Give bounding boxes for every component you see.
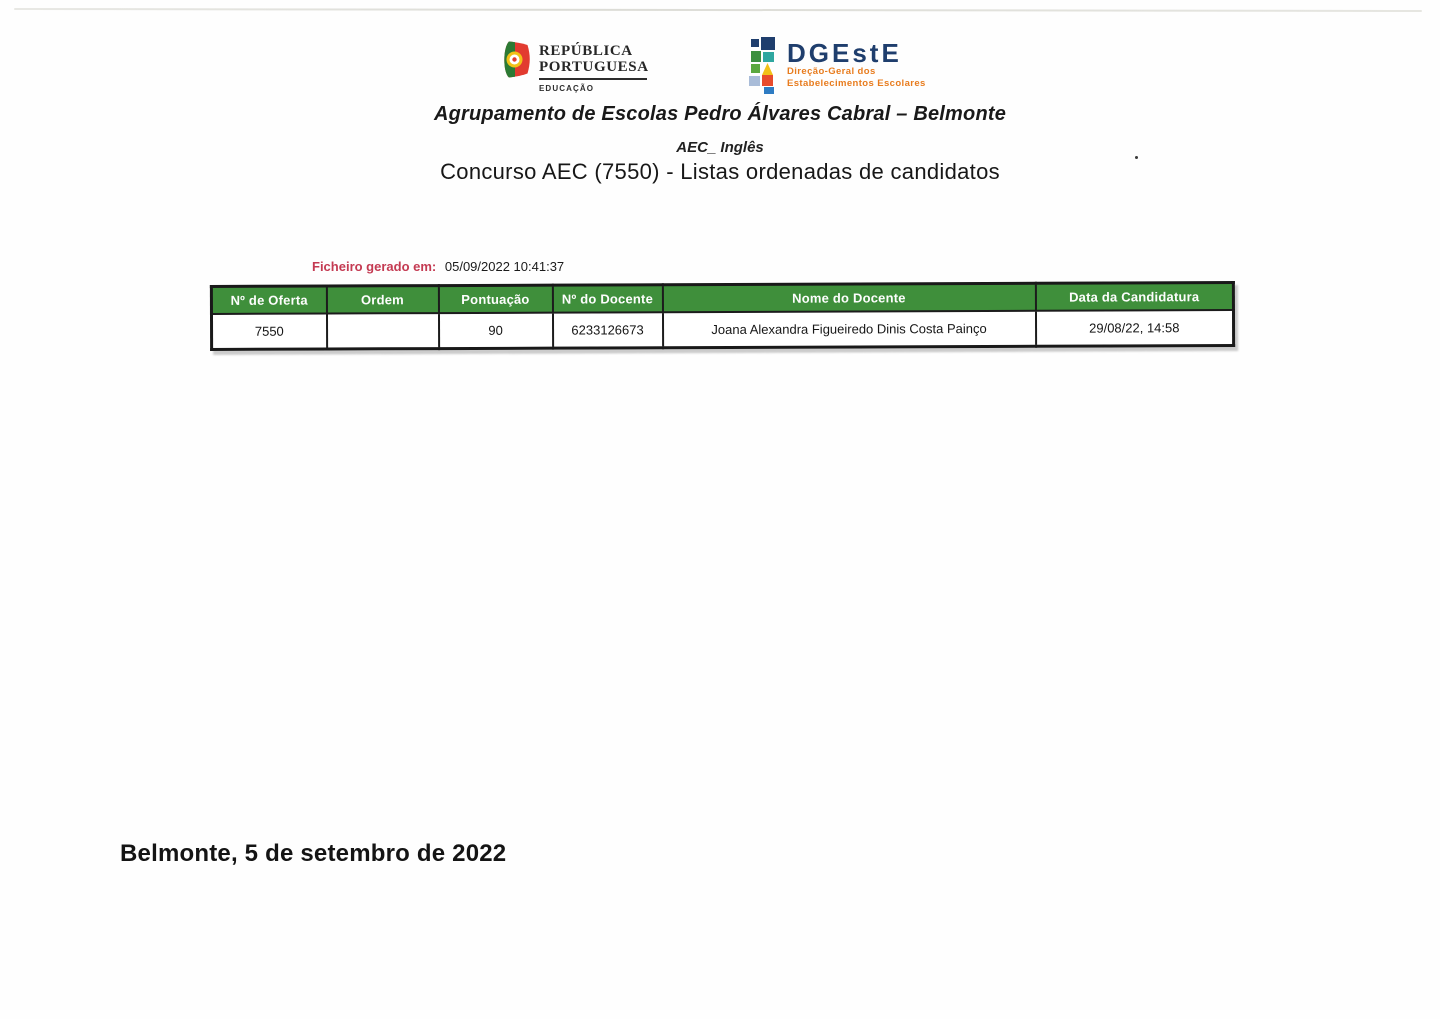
school-name-title: Agrupamento de Escolas Pedro Álvares Cab… (433, 103, 1007, 125)
republica-subtitle: EDUCAÇÃO (539, 84, 595, 93)
cell-ordem (326, 313, 439, 350)
dgeste-subtitle-line2: Estabelecimentos Escolares (787, 78, 926, 89)
subject-title: AEC_ Inglês (676, 139, 764, 156)
col-header-docente-nome: Nome do Docente (662, 283, 1036, 313)
document-title: Concurso AEC (7550) - Listas ordenadas d… (440, 159, 1000, 184)
dgeste-logo-text: DGEstE Direção-Geral dos Estabelecimento… (787, 38, 926, 94)
portugal-flag-emblem-icon (504, 41, 530, 78)
republica-line2: PORTUGUESA (539, 59, 649, 75)
dgeste-mosaic-icon (749, 37, 781, 94)
scan-artifact-dot (1135, 156, 1138, 159)
republica-logo-text: REPÚBLICA PORTUGUESA EDUCAÇÃO (539, 43, 649, 93)
table-row: 7550 90 6233126673 Joana Alexandra Figue… (211, 310, 1234, 350)
place-and-date: Belmonte, 5 de setembro de 2022 (120, 840, 507, 867)
cell-oferta: 7550 (211, 313, 327, 350)
scan-artifact-line (13, 8, 1423, 12)
col-header-pontuacao: Pontuação (438, 285, 553, 314)
col-header-oferta: Nº de Oferta (211, 286, 327, 314)
file-generated-line: Ficheiro gerado em: 05/09/2022 10:41:37 (312, 259, 564, 274)
table-header-row: Nº de Oferta Ordem Pontuação Nº do Docen… (211, 282, 1234, 314)
file-generated-timestamp: 05/09/2022 10:41:37 (444, 259, 565, 274)
cell-docente-num: 6233126673 (552, 312, 663, 349)
cell-docente-nome: Joana Alexandra Figueiredo Dinis Costa P… (662, 310, 1036, 348)
cell-pontuacao: 90 (438, 312, 553, 349)
dgeste-logo: DGEstE Direção-Geral dos Estabelecimento… (749, 37, 926, 94)
cell-data-candidatura: 29/08/22, 14:58 (1035, 310, 1234, 347)
dgeste-wordmark: DGEstE (787, 38, 902, 68)
file-generated-label: Ficheiro gerado em: (312, 259, 437, 274)
republica-portuguesa-logo: REPÚBLICA PORTUGUESA EDUCAÇÃO (500, 41, 649, 93)
candidates-table: Nº de Oferta Ordem Pontuação Nº do Docen… (209, 281, 1236, 351)
col-header-docente-num: Nº do Docente (552, 284, 663, 313)
dgeste-subtitle-line1: Direção-Geral dos (787, 66, 876, 77)
republica-line1: REPÚBLICA (539, 43, 633, 59)
republica-divider (539, 78, 647, 80)
col-header-ordem: Ordem (326, 285, 439, 314)
col-header-data-candidatura: Data da Candidatura (1035, 282, 1234, 311)
